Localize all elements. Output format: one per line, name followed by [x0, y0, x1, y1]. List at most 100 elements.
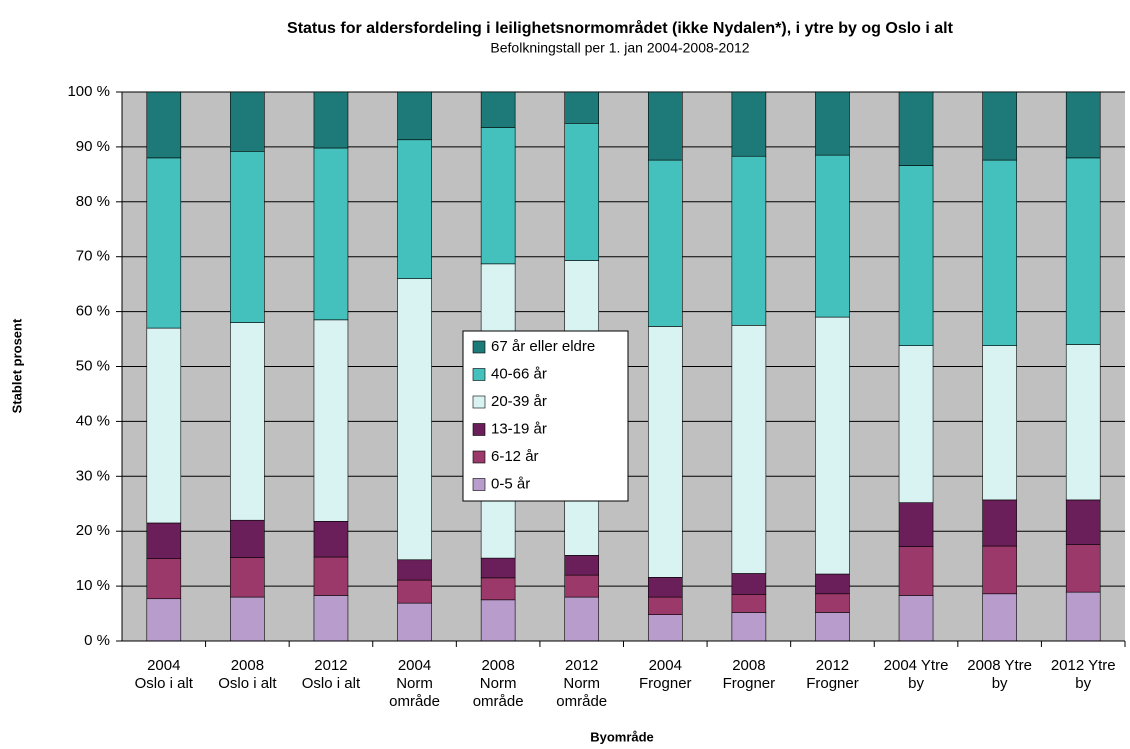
y-tick-label: 30 %: [76, 467, 110, 484]
bar-segment: [898, 91, 934, 166]
legend-swatch: [472, 368, 486, 381]
x-tick-label: 2008 Ytre: [967, 657, 1032, 674]
bar-segment: [397, 139, 432, 279]
bar-segment: [1065, 499, 1101, 545]
bar-segment: [313, 521, 349, 558]
bar-segment: [647, 159, 683, 327]
x-tick-label: 2008: [231, 657, 264, 674]
y-tick-label: 40 %: [76, 412, 110, 429]
bar-segment: [647, 91, 683, 161]
legend-swatch: [472, 423, 486, 436]
bar-segment: [898, 165, 934, 346]
chart-title: Status for aldersfordeling i leilighetsn…: [287, 19, 954, 37]
bar-segment: [397, 278, 432, 561]
bar-segment: [815, 612, 850, 642]
bar-segment: [230, 91, 265, 152]
bar-segment: [647, 614, 683, 642]
legend-swatch: [472, 478, 486, 491]
y-axis-title: Stablet prosent: [9, 318, 24, 413]
bar-segment: [564, 91, 600, 124]
legend-label: 0-5 år: [491, 475, 530, 492]
x-tick-label: Oslo i alt: [218, 675, 277, 692]
x-tick-label: Frogner: [723, 675, 776, 692]
x-tick-label: Frogner: [639, 675, 692, 692]
bar-segment: [397, 91, 432, 141]
bar-segment: [982, 545, 1017, 595]
bar-segment: [146, 558, 182, 600]
x-tick-label: Oslo i alt: [135, 675, 194, 692]
bar-segment: [731, 573, 767, 595]
bar-segment: [647, 596, 683, 615]
bar-segment: [230, 519, 265, 558]
bar-segment: [815, 91, 850, 156]
bar-segment: [230, 596, 265, 642]
x-tick-label: 2004 Ytre: [884, 657, 949, 674]
x-tick-label: område: [389, 693, 440, 710]
bar-segment: [397, 602, 432, 642]
bar-segment: [982, 91, 1017, 161]
y-tick-label: 10 %: [76, 577, 110, 594]
bar-segment: [1065, 591, 1101, 642]
x-tick-label: Norm: [563, 675, 600, 692]
bar-segment: [564, 596, 600, 642]
legend-box: [462, 330, 629, 502]
x-tick-label: 2012 Ytre: [1051, 657, 1116, 674]
x-tick-label: 2008: [481, 657, 514, 674]
bar-segment: [731, 612, 767, 642]
bar-segment: [146, 91, 182, 159]
x-tick-label: 2012: [314, 657, 347, 674]
bar-segment: [564, 555, 600, 576]
bar-segment: [230, 557, 265, 598]
bar-segment: [313, 595, 349, 642]
x-axis-title: Byområde: [590, 729, 654, 744]
bar-segment: [815, 573, 850, 595]
bar-segment: [564, 574, 600, 598]
x-tick-label: Oslo i alt: [302, 675, 361, 692]
bar-segment: [982, 159, 1017, 346]
legend-swatch: [472, 395, 486, 409]
y-tick-label: 20 %: [76, 522, 110, 539]
x-tick-label: by: [992, 675, 1008, 692]
y-tick-label: 100 %: [67, 83, 110, 100]
bar-segment: [1065, 157, 1101, 345]
x-tick-label: 2012: [816, 657, 849, 674]
bar-segment: [898, 345, 934, 503]
x-tick-label: Norm: [396, 675, 433, 692]
x-tick-label: område: [473, 693, 524, 710]
bar-segment: [146, 522, 182, 559]
bar-segment: [1065, 91, 1101, 159]
bar-segment: [146, 327, 182, 524]
bar-segment: [480, 599, 516, 642]
x-tick-label: by: [1075, 675, 1091, 692]
bar-segment: [230, 150, 265, 323]
bar-segment: [731, 594, 767, 613]
y-tick-label: 90 %: [76, 138, 110, 155]
bar-segment: [898, 502, 934, 547]
x-tick-label: område: [556, 693, 607, 710]
bar-segment: [1065, 544, 1101, 593]
bar-segment: [146, 157, 182, 329]
legend-label: 13-19 år: [491, 420, 547, 437]
x-tick-label: 2004: [398, 657, 431, 674]
legend-swatch: [472, 340, 486, 354]
bar-segment: [898, 546, 934, 596]
bar-segment: [731, 325, 767, 574]
legend-label: 20-39 år: [491, 393, 547, 410]
bar-segment: [480, 91, 516, 128]
bar-segment: [647, 577, 683, 598]
bar-segment: [313, 147, 349, 321]
bar-segment: [313, 91, 349, 149]
bar-segment: [564, 122, 600, 261]
y-tick-label: 50 %: [76, 357, 110, 374]
bar-segment: [815, 154, 850, 318]
bar-segment: [313, 319, 349, 522]
bar-segment: [397, 579, 432, 604]
bar-segment: [480, 557, 516, 579]
x-tick-label: 2004: [649, 657, 682, 674]
legend-label: 67 år eller eldre: [491, 338, 595, 355]
bar-segment: [982, 345, 1017, 501]
bar-segment: [647, 326, 683, 578]
legend-label: 40-66 år: [491, 365, 547, 382]
bar-segment: [480, 577, 516, 601]
